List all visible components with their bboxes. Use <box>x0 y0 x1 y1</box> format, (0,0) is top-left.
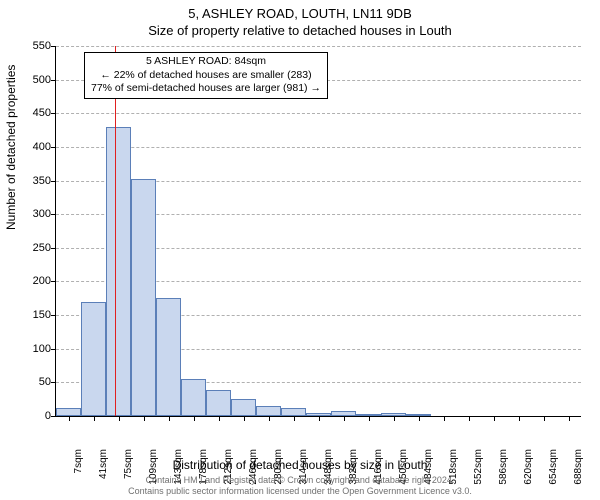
gridline <box>56 147 581 148</box>
ytick-mark <box>51 315 56 316</box>
xtick-mark <box>444 416 445 421</box>
footer-attribution: Contains HM Land Registry data © Crown c… <box>0 475 600 497</box>
title-address: 5, ASHLEY ROAD, LOUTH, LN11 9DB <box>0 6 600 23</box>
ytick-mark <box>51 281 56 282</box>
annotation-line1: 5 ASHLEY ROAD: 84sqm <box>91 55 321 69</box>
footer-line1: Contains HM Land Registry data © Crown c… <box>0 475 600 486</box>
xtick-mark <box>469 416 470 421</box>
title-block: 5, ASHLEY ROAD, LOUTH, LN11 9DB Size of … <box>0 0 600 40</box>
ytick-label: 450 <box>18 107 51 119</box>
ytick-label: 50 <box>18 376 51 388</box>
ytick-mark <box>51 349 56 350</box>
histogram-bar <box>156 298 181 416</box>
xtick-mark <box>219 416 220 421</box>
ytick-label: 150 <box>18 309 51 321</box>
ytick-label: 100 <box>18 343 51 355</box>
histogram-bar <box>81 302 106 416</box>
xtick-mark <box>269 416 270 421</box>
ytick-label: 350 <box>18 175 51 187</box>
title-subtitle: Size of property relative to detached ho… <box>0 23 600 40</box>
ytick-mark <box>51 181 56 182</box>
x-axis-label: Distribution of detached houses by size … <box>0 458 600 472</box>
xtick-mark <box>119 416 120 421</box>
ytick-mark <box>51 382 56 383</box>
histogram-bar <box>231 399 256 416</box>
footer-line2: Contains public sector information licen… <box>0 486 600 497</box>
ytick-mark <box>51 248 56 249</box>
histogram-bar <box>256 406 281 416</box>
y-axis-label: Number of detached properties <box>4 65 18 230</box>
ytick-mark <box>51 147 56 148</box>
xtick-mark <box>94 416 95 421</box>
xtick-mark <box>194 416 195 421</box>
xtick-mark <box>419 416 420 421</box>
chart-container: 5, ASHLEY ROAD, LOUTH, LN11 9DB Size of … <box>0 0 600 500</box>
xtick-mark <box>494 416 495 421</box>
xtick-mark <box>69 416 70 421</box>
gridline <box>56 46 581 47</box>
ytick-label: 500 <box>18 74 51 86</box>
ytick-mark <box>51 46 56 47</box>
histogram-bar <box>131 179 156 416</box>
ytick-mark <box>51 80 56 81</box>
ytick-label: 400 <box>18 141 51 153</box>
xtick-mark <box>294 416 295 421</box>
xtick-mark <box>544 416 545 421</box>
ytick-label: 250 <box>18 242 51 254</box>
ytick-label: 200 <box>18 275 51 287</box>
annotation-box: 5 ASHLEY ROAD: 84sqm ← 22% of detached h… <box>84 52 328 99</box>
histogram-bar <box>181 379 206 416</box>
ytick-label: 300 <box>18 208 51 220</box>
reference-line <box>115 46 116 416</box>
annotation-line3: 77% of semi-detached houses are larger (… <box>91 82 321 96</box>
xtick-mark <box>394 416 395 421</box>
xtick-mark <box>344 416 345 421</box>
ytick-mark <box>51 214 56 215</box>
xtick-mark <box>169 416 170 421</box>
histogram-bar <box>206 390 231 416</box>
plot-area: 0501001502002503003504004505005507sqm41s… <box>55 46 581 417</box>
annotation-line2: ← 22% of detached houses are smaller (28… <box>91 69 321 83</box>
histogram-bar <box>281 408 306 416</box>
xtick-mark <box>244 416 245 421</box>
xtick-mark <box>319 416 320 421</box>
histogram-bar <box>106 127 131 416</box>
gridline <box>56 113 581 114</box>
ytick-label: 0 <box>18 410 51 422</box>
xtick-mark <box>369 416 370 421</box>
ytick-label: 550 <box>18 40 51 52</box>
xtick-mark <box>519 416 520 421</box>
xtick-mark <box>144 416 145 421</box>
histogram-bar <box>56 408 81 416</box>
xtick-mark <box>569 416 570 421</box>
ytick-mark <box>51 416 56 417</box>
ytick-mark <box>51 113 56 114</box>
